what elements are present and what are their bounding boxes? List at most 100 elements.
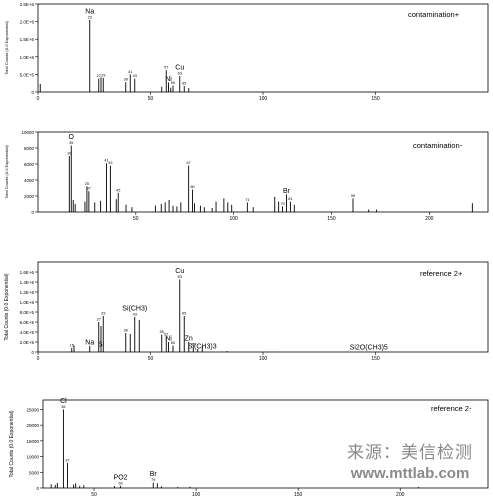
y-tick-label: 8000 [24, 146, 35, 151]
y-axis-label: Total Counts (0.0 Exponential) [4, 145, 9, 199]
peak-mass-label: 55 [160, 330, 164, 334]
peak-ion-label: Br [150, 471, 158, 478]
y-tick-label: 1.0E+6 [20, 55, 35, 60]
panel-title: reference 2- [431, 404, 472, 413]
x-tick-label: 50 [148, 96, 154, 102]
y-tick-label: 8.0E+5 [20, 310, 35, 315]
x-tick-label: 150 [327, 216, 336, 222]
panel-title: contamination+ [408, 10, 460, 19]
watermark-source-text: 来源：美信检测 [347, 443, 473, 463]
peak-mass-label: 16 [67, 152, 71, 156]
peak-mass-label: 57 [164, 66, 168, 70]
x-tick-label: 150 [371, 356, 380, 362]
spectrum-panel-2: contamination- Total Counts (0.0 Exponent… [4, 130, 489, 222]
spectrum-panel-1: contamination+ Total Counts (0.0 Exponent… [4, 2, 489, 102]
y-axis-label: Total Counts (0.0 Exponential) [4, 21, 9, 75]
x-tick-label: 50 [133, 216, 139, 222]
peak-mass-label: 67 [187, 161, 191, 165]
peak-mass-label: 35 [61, 405, 65, 409]
y-tick-label: 20000 [26, 423, 39, 428]
peak-mass-label: 79 [280, 202, 284, 206]
peak-mass-label: 71 [245, 198, 249, 202]
x-tick-label: 0 [37, 96, 40, 102]
peak-ion-label: PO2 [114, 474, 128, 481]
x-tick-label: 50 [148, 356, 154, 362]
peak-mass-label: 35 [69, 141, 73, 145]
peak-mass-label: 63 [178, 275, 182, 279]
spectrum-panel-3: reference 2+ Total Counts (0.0 Exponentia… [4, 261, 489, 362]
y-tick-label: 1.4E+6 [20, 280, 35, 285]
x-tick-label: 50 [91, 492, 97, 498]
x-tick-label: 100 [259, 96, 268, 102]
y-tick-label: 5000 [29, 470, 40, 475]
y-tick-label: 5.0E+5 [20, 72, 35, 77]
peak-mass-label: 41 [128, 70, 132, 74]
y-tick-label: 2000 [24, 194, 35, 199]
peak-mass-label: 39 [124, 329, 128, 333]
watermark: 来源：美信检测 www.mttlab.com [330, 438, 490, 482]
y-tick-label: 2.0E+5 [20, 340, 35, 345]
panel-title: reference 2+ [420, 269, 463, 278]
x-tick-label: 0 [37, 356, 40, 362]
peak-ion-label: Cu [175, 268, 184, 275]
peak-mass-label: 65 [182, 312, 186, 316]
y-tick-label: 0 [31, 210, 34, 215]
y-tick-label: 6.0E+5 [20, 320, 35, 325]
peak-mass-label: 29 [101, 312, 105, 316]
peak-mass-label: 63 [178, 72, 182, 76]
peak-mass-label: 37 [87, 187, 91, 191]
peak-mass-label: 57 [164, 333, 168, 337]
y-tick-label: 4000 [24, 178, 35, 183]
peak-mass-label: 27 [97, 318, 101, 322]
peak-mass-label: 43 [133, 74, 137, 78]
y-tick-label: 1.5E+6 [20, 37, 35, 42]
x-tick-label: 200 [425, 216, 434, 222]
peak-ion-label: Si(CH3) [122, 306, 147, 313]
panel-title: contamination- [413, 141, 463, 150]
peak-mass-label: 60 [171, 81, 175, 85]
x-tick-label: 100 [229, 216, 238, 222]
y-tick-label: 2.5E+6 [20, 2, 35, 7]
x-tick-label: 100 [192, 492, 201, 498]
y-tick-label: 4.0E+5 [20, 330, 35, 335]
peak-ion-label: Na [85, 340, 94, 347]
y-tick-label: 6000 [24, 162, 35, 167]
plot-frame [42, 399, 489, 489]
y-tick-label: 10000 [21, 130, 34, 135]
y-axis-label: Total Counts (0.0 Exponential) [4, 273, 10, 340]
y-axis-label: Total Counts (0.0 Exponential) [9, 410, 15, 477]
y-tick-label: 10000 [26, 455, 39, 460]
y-tick-label: 2.0E+6 [20, 20, 35, 25]
peak-mass-label: 39 [124, 78, 128, 82]
peak-ion-label: Ni [165, 76, 172, 83]
peak-mass-label: 15 [70, 344, 74, 348]
y-tick-label: 25000 [26, 407, 39, 412]
y-tick-label: 15000 [26, 439, 39, 444]
peak-ion-label: Cu [175, 65, 184, 72]
peak-ion-label: Si(CH3)3 [188, 344, 217, 351]
y-tick-label: 0 [36, 486, 39, 491]
peak-mass-label: 25 [85, 182, 89, 186]
peak-mass-label: 29 [101, 73, 105, 77]
y-tick-label: 0 [31, 350, 34, 355]
watermark-url: www.mttlab.com [350, 465, 470, 482]
y-tick-label: 0 [31, 90, 34, 95]
peak-ion-label: Cl [60, 398, 67, 405]
peak-mass-label: 80 [190, 185, 194, 189]
peak-ion-label: Si [98, 342, 105, 349]
x-tick-label: 150 [371, 96, 380, 102]
peak-ion-label: Zn [185, 336, 193, 343]
peak-mass-label: 27 [97, 74, 101, 78]
y-tick-label: 1.2E+6 [20, 290, 35, 295]
peak-mass-label: 41 [104, 159, 108, 163]
peak-mass-label: 99 [351, 194, 355, 198]
x-tick-label: 200 [396, 492, 405, 498]
peak-mass-label: 60 [171, 341, 175, 345]
y-tick-label: 1.6E+6 [20, 270, 35, 275]
peak-mass-label: 81 [288, 197, 292, 201]
y-tick-label: 1.0E+6 [20, 300, 35, 305]
peak-ion-label: Br [283, 188, 291, 195]
peak-mass-label: 65 [182, 82, 186, 86]
peak-ion-label: O [69, 134, 75, 141]
